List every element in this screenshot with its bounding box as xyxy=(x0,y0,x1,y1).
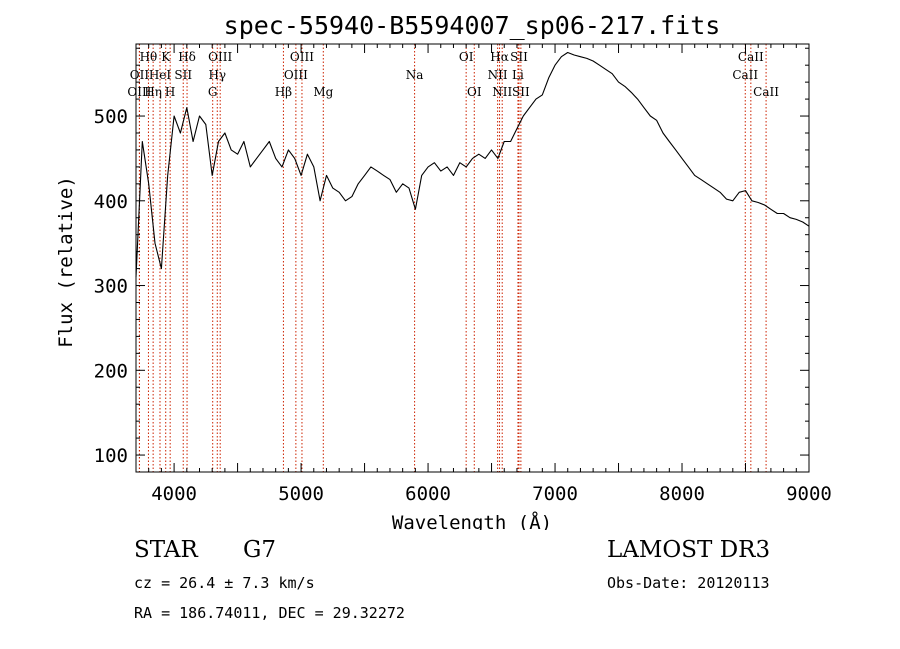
y-axis-ticks: 100 200 300 400 500 xyxy=(94,47,809,467)
spectral-line-label: OIII xyxy=(290,50,314,64)
spectral-line-label: H xyxy=(165,85,175,99)
spectrum-chart: spec-55940-B5594007_sp06-217.fits Hθ OII O… xyxy=(55,11,832,530)
x-tick-label: 6000 xyxy=(405,483,451,505)
spectral-line-label: CaII xyxy=(732,68,758,82)
plot-frame xyxy=(135,43,810,473)
x-axis-ticks: 4000 5000 6000 7000 8000 9000 xyxy=(135,44,832,505)
redshift-velocity: cz = 26.4 ± 7.3 km/s xyxy=(134,574,315,592)
x-tick-label: 4000 xyxy=(151,483,197,505)
spectral-line-label: CaII xyxy=(753,85,779,99)
x-axis-label: Wavelength (Å) xyxy=(392,511,552,530)
ra-dec-coordinates: RA = 186.74011, DEC = 29.32272 xyxy=(134,604,405,622)
x-tick-label: 8000 xyxy=(659,483,705,505)
spectral-line-label: Hη xyxy=(144,85,162,99)
object-class: STAR xyxy=(134,537,198,563)
x-tick-label: 7000 xyxy=(532,483,578,505)
spectral-line-label: G xyxy=(208,85,218,99)
spectral-line-label: Hδ xyxy=(178,50,196,64)
spectral-line-label: Hθ xyxy=(140,50,158,64)
spectral-line-label: OII xyxy=(130,68,150,82)
spectral-line-label: Hγ xyxy=(208,68,226,82)
y-tick-label: 100 xyxy=(94,445,128,467)
y-tick-label: 200 xyxy=(94,360,128,382)
spectral-line-label: Li xyxy=(512,68,524,82)
spectral-line-label: NII xyxy=(488,68,508,82)
spectral-line-label: SII xyxy=(510,50,528,64)
y-tick-label: 500 xyxy=(94,106,128,128)
x-tick-label: 5000 xyxy=(278,483,324,505)
y-tick-label: 300 xyxy=(94,276,128,298)
spectral-line-label: SII xyxy=(174,68,192,82)
spectral-line-label: CaII xyxy=(738,50,764,64)
y-tick-label: 400 xyxy=(94,191,128,213)
object-subclass: G7 xyxy=(243,537,277,563)
spectral-line-label: Hα xyxy=(490,50,509,64)
x-tick-label: 9000 xyxy=(786,483,832,505)
spectral-line-label: NII xyxy=(492,85,512,99)
spectral-line-label: OI xyxy=(467,85,482,99)
y-axis-label: Flux (relative) xyxy=(55,176,77,348)
chart-title: spec-55940-B5594007_sp06-217.fits xyxy=(224,11,721,40)
spectral-line-label: SII xyxy=(512,85,530,99)
spectrum-line xyxy=(135,51,810,278)
spectral-line-label: HeI xyxy=(149,68,172,82)
spectral-line-label: OIII xyxy=(127,85,151,99)
survey-name: LAMOST DR3 xyxy=(607,537,771,563)
spectral-line-label: OI xyxy=(459,50,474,64)
spectral-line-label: Mg xyxy=(313,85,333,99)
spectral-line-label: Na xyxy=(406,68,424,82)
observation-date: Obs-Date: 20120113 xyxy=(607,574,770,592)
spectral-line-label: OIII xyxy=(208,50,232,64)
spectral-line-label: OIII xyxy=(284,68,308,82)
spectral-line-markers xyxy=(138,44,767,472)
spectral-line-label: K xyxy=(161,50,171,64)
spectral-line-labels: Hθ OII OIII K HeI Hη Hδ SII H OIII Hγ G OIII OIII Hβ Mg… xyxy=(127,50,779,99)
spectral-line-label: Hβ xyxy=(275,85,292,99)
